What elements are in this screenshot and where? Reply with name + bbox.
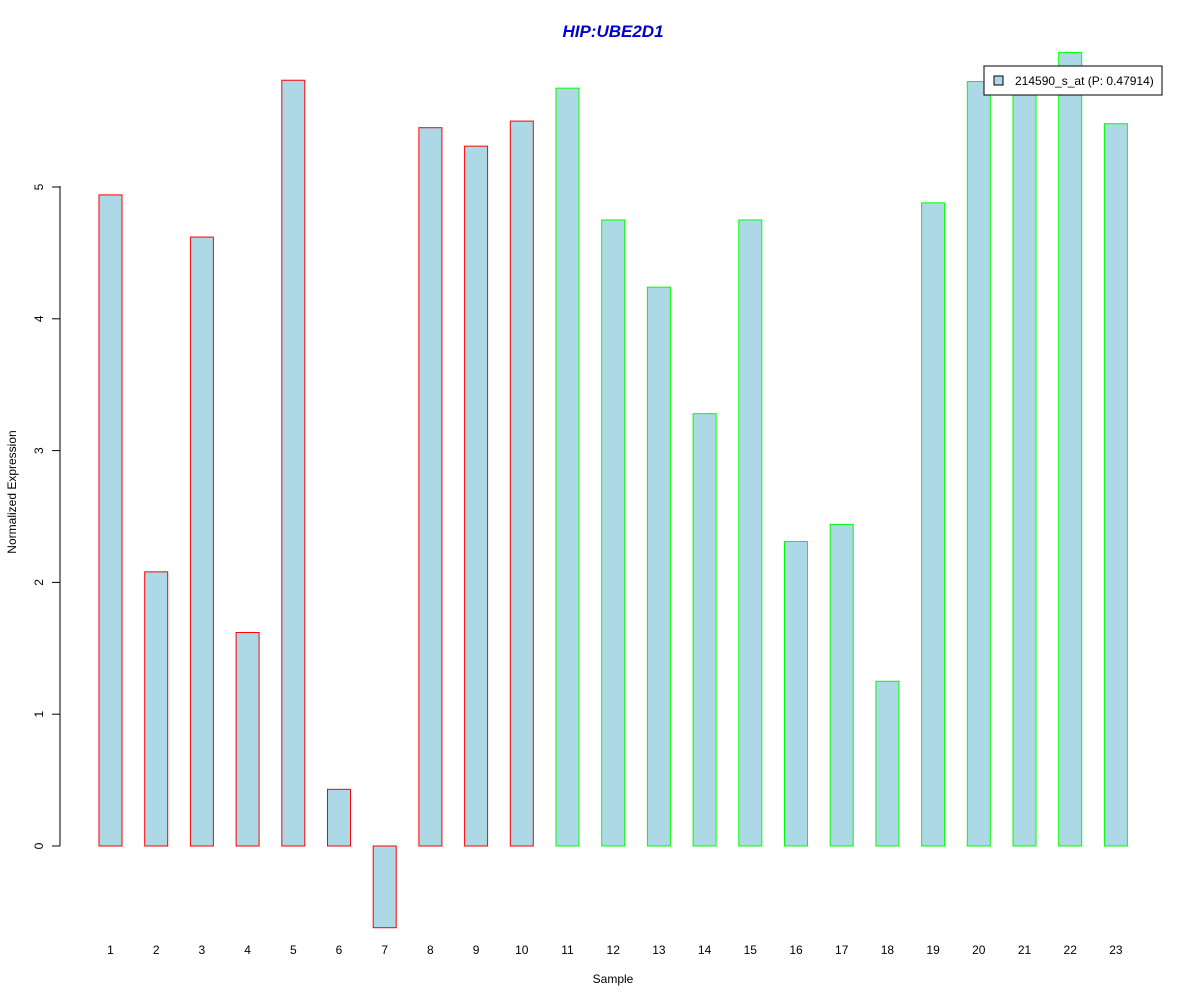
x-tick-label: 12: [607, 943, 621, 957]
bar-sample-11: [555, 87, 580, 847]
y-axis: 0 1 2 3 4 5: [32, 183, 61, 849]
y-axis-label: Normalized Expression: [5, 430, 19, 553]
x-tick-label: 6: [336, 943, 343, 957]
y-tick-label: 4: [32, 315, 46, 322]
bar-sample-3: [189, 236, 214, 847]
x-tick-label: 5: [290, 943, 297, 957]
bars: [98, 52, 1128, 929]
bar-sample-8: [418, 127, 443, 847]
y-tick-label: 2: [32, 579, 46, 586]
y-tick-label: 5: [32, 183, 46, 190]
x-tick-label: 8: [427, 943, 434, 957]
x-tick-label: 3: [199, 943, 206, 957]
x-tick-label: 23: [1109, 943, 1123, 957]
legend: 214590_s_at (P: 0.47914): [983, 65, 1163, 96]
bar-sample-15: [738, 219, 763, 847]
x-tick-label: 14: [698, 943, 712, 957]
x-tick-label: 1: [107, 943, 114, 957]
bar-sample-22: [1058, 52, 1083, 847]
bar-sample-6: [327, 788, 351, 847]
bar-sample-19: [921, 202, 946, 847]
bar-sample-12: [601, 219, 626, 847]
bar-sample-4: [235, 631, 260, 847]
bar-sample-2: [144, 571, 169, 847]
x-tick-label: 2: [153, 943, 160, 957]
x-tick-label: 22: [1064, 943, 1078, 957]
x-tick-label: 17: [835, 943, 849, 957]
x-tick-label: 7: [381, 943, 388, 957]
y-tick-label: 0: [32, 842, 46, 849]
bar-sample-1: [98, 194, 123, 847]
x-tick-label: 4: [244, 943, 251, 957]
y-tick-label: 1: [32, 711, 46, 718]
x-tick-label: 20: [972, 943, 986, 957]
bar-sample-5: [281, 79, 306, 847]
chart-title: HIP:UBE2D1: [562, 22, 663, 41]
bar-sample-17: [829, 523, 854, 847]
x-tick-label: 21: [1018, 943, 1032, 957]
bar-sample-21: [1012, 90, 1037, 847]
x-tick-label: 18: [881, 943, 895, 957]
bar-sample-13: [646, 286, 671, 847]
x-tick-label: 11: [561, 943, 574, 957]
bar-sample-14: [692, 413, 717, 847]
x-tick-label: 10: [515, 943, 529, 957]
y-ticks: 0 1 2 3 4 5: [32, 183, 60, 849]
x-tick-labels: 1 2 3 4 5 6 7 8 9 10 11 12 13 14 15 16 17 18 19 20 21 22 23: [107, 943, 1123, 957]
bar-sample-18: [875, 680, 900, 847]
bar-sample-7: [372, 845, 397, 929]
bar-sample-23: [1103, 123, 1128, 847]
x-tick-label: 15: [744, 943, 758, 957]
y-tick-label: 3: [32, 447, 46, 454]
bar-sample-16: [784, 541, 808, 847]
x-tick-label: 9: [473, 943, 480, 957]
x-tick-label: 19: [926, 943, 940, 957]
x-tick-label: 13: [652, 943, 666, 957]
x-tick-label: 16: [789, 943, 803, 957]
bar-sample-20: [966, 81, 991, 847]
legend-swatch: [993, 75, 1004, 86]
bar-sample-9: [464, 145, 489, 847]
legend-label: 214590_s_at (P: 0.47914): [1015, 74, 1154, 88]
x-axis-label: Sample: [593, 972, 634, 986]
bar-sample-10: [509, 120, 534, 847]
legend-box: [983, 65, 1163, 96]
